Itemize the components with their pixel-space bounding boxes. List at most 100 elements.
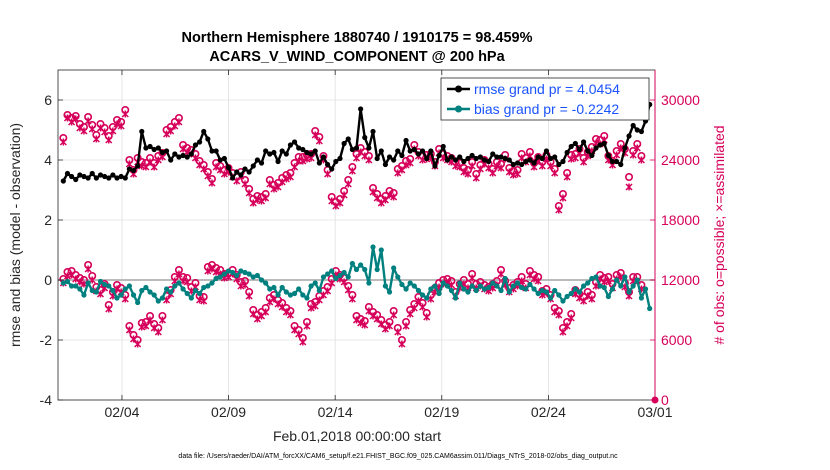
rmse-point [424, 155, 430, 162]
rmse-point [159, 149, 166, 156]
bias-point [234, 272, 240, 279]
rmse-point [279, 148, 285, 154]
obs-rmse-assimilated-marker [191, 154, 199, 162]
rmse-point [89, 170, 95, 177]
rmse-point [308, 151, 314, 157]
bias-point [560, 298, 566, 304]
rmse-point [597, 142, 603, 148]
rmse-point [539, 155, 545, 162]
rmse-point [428, 148, 434, 154]
obs-bias-assimilated-marker [530, 275, 538, 283]
rmse-point [399, 152, 405, 159]
bias-point [358, 262, 364, 268]
bias-point [163, 286, 170, 292]
rmse-point [378, 148, 384, 154]
obs-rmse-assimilated-marker [332, 202, 340, 210]
bias-point [609, 286, 616, 292]
obs-rmse-assimilated-marker [369, 188, 377, 196]
bias-point [527, 281, 533, 288]
bias-point [258, 277, 265, 283]
obs-bias-assimilated-marker [76, 278, 84, 286]
obs-bias-assimilated-marker [72, 275, 80, 283]
y-tick-label-left: -2 [40, 332, 53, 348]
bias-point [130, 292, 137, 298]
obs-rmse-assimilated-marker [220, 170, 228, 178]
obs-bias-assimilated-marker [328, 279, 336, 287]
bias-point [242, 269, 248, 276]
rmse-point [626, 133, 632, 139]
rmse-point [593, 145, 599, 151]
rmse-point [552, 154, 558, 160]
rmse-point [263, 148, 269, 154]
obs-bias-assimilated-marker [105, 305, 113, 313]
rmse-point [386, 154, 393, 160]
obs-bias-assimilated-marker [555, 311, 563, 319]
y-axis-label-right: # of obs: o=possible; ×=assimilated [711, 125, 727, 344]
obs-bias-assimilated-marker [311, 302, 319, 310]
bias-point [605, 293, 611, 300]
bias-point [114, 295, 120, 301]
obs-rmse-assimilated-marker [344, 180, 352, 188]
obs-rmse-assimilated-marker [551, 169, 559, 177]
x-tick-label: 02/09 [211, 404, 246, 420]
rmse-point [531, 160, 537, 166]
obs-rmse-assimilated-marker [80, 127, 88, 135]
obs-bias-assimilated-marker [423, 313, 431, 321]
obs-zero-marker [651, 396, 659, 404]
bias-point [312, 280, 318, 286]
rmse-point [333, 158, 339, 165]
bias-point [353, 266, 360, 273]
bias-point [308, 283, 314, 289]
obs-rmse-assimilated-marker [270, 185, 278, 193]
rmse-series [60, 101, 653, 184]
obs-bias-assimilated-marker [158, 316, 166, 324]
obs-bias-assimilated-marker [286, 311, 294, 319]
obs-bias-assimilated-marker [559, 328, 567, 336]
rmse-point [547, 155, 554, 162]
bias-point [411, 283, 417, 289]
obs-bias-assimilated-marker [575, 294, 584, 302]
bias-point [106, 283, 112, 289]
bias-point [238, 268, 244, 274]
rmse-point [614, 158, 620, 165]
obs-bias-assimilated-marker [348, 295, 356, 303]
bias-point [452, 295, 459, 301]
obs-bias-assimilated-marker [266, 298, 274, 306]
rmse-point [622, 145, 628, 151]
bias-point [126, 283, 132, 289]
rmse-point [601, 140, 607, 147]
bias-point [428, 286, 434, 292]
rmse-point [126, 166, 132, 172]
bias-point [300, 292, 306, 298]
bias-point [118, 292, 124, 298]
obs-rmse-assimilated-marker [113, 120, 121, 128]
rmse-point [523, 158, 529, 165]
rmse-point [122, 175, 128, 181]
rmse-point [73, 176, 79, 183]
x-tick-label: 03/01 [637, 404, 672, 420]
obs-bias-assimilated-marker [390, 311, 398, 319]
bias-point [221, 271, 227, 277]
bias-point [147, 289, 153, 295]
rmse-point [168, 157, 174, 163]
bias-point [85, 280, 91, 286]
bias-point [291, 290, 298, 297]
rmse-point [110, 172, 116, 178]
rmse-point [287, 142, 294, 148]
obs-rmse-assimilated-marker [563, 173, 571, 181]
bias-point [143, 284, 149, 291]
obs-rmse-assimilated-marker [377, 199, 385, 207]
bias-point [176, 280, 182, 286]
legend-bias-label: bias grand pr = -0.2242 [474, 101, 619, 117]
rmse-point [568, 143, 574, 150]
obs-rmse-assimilated-marker [365, 156, 373, 164]
rmse-point [477, 154, 483, 160]
obs-bias-assimilated-marker [262, 308, 270, 316]
rmse-point [465, 155, 471, 162]
rmse-point [258, 160, 265, 166]
rmse-point [180, 152, 186, 159]
obs-rmse-assimilated-marker [406, 159, 414, 167]
rmse-point [283, 151, 289, 157]
rmse-point [630, 122, 636, 129]
obs-rmse-assimilated-marker [468, 162, 476, 170]
